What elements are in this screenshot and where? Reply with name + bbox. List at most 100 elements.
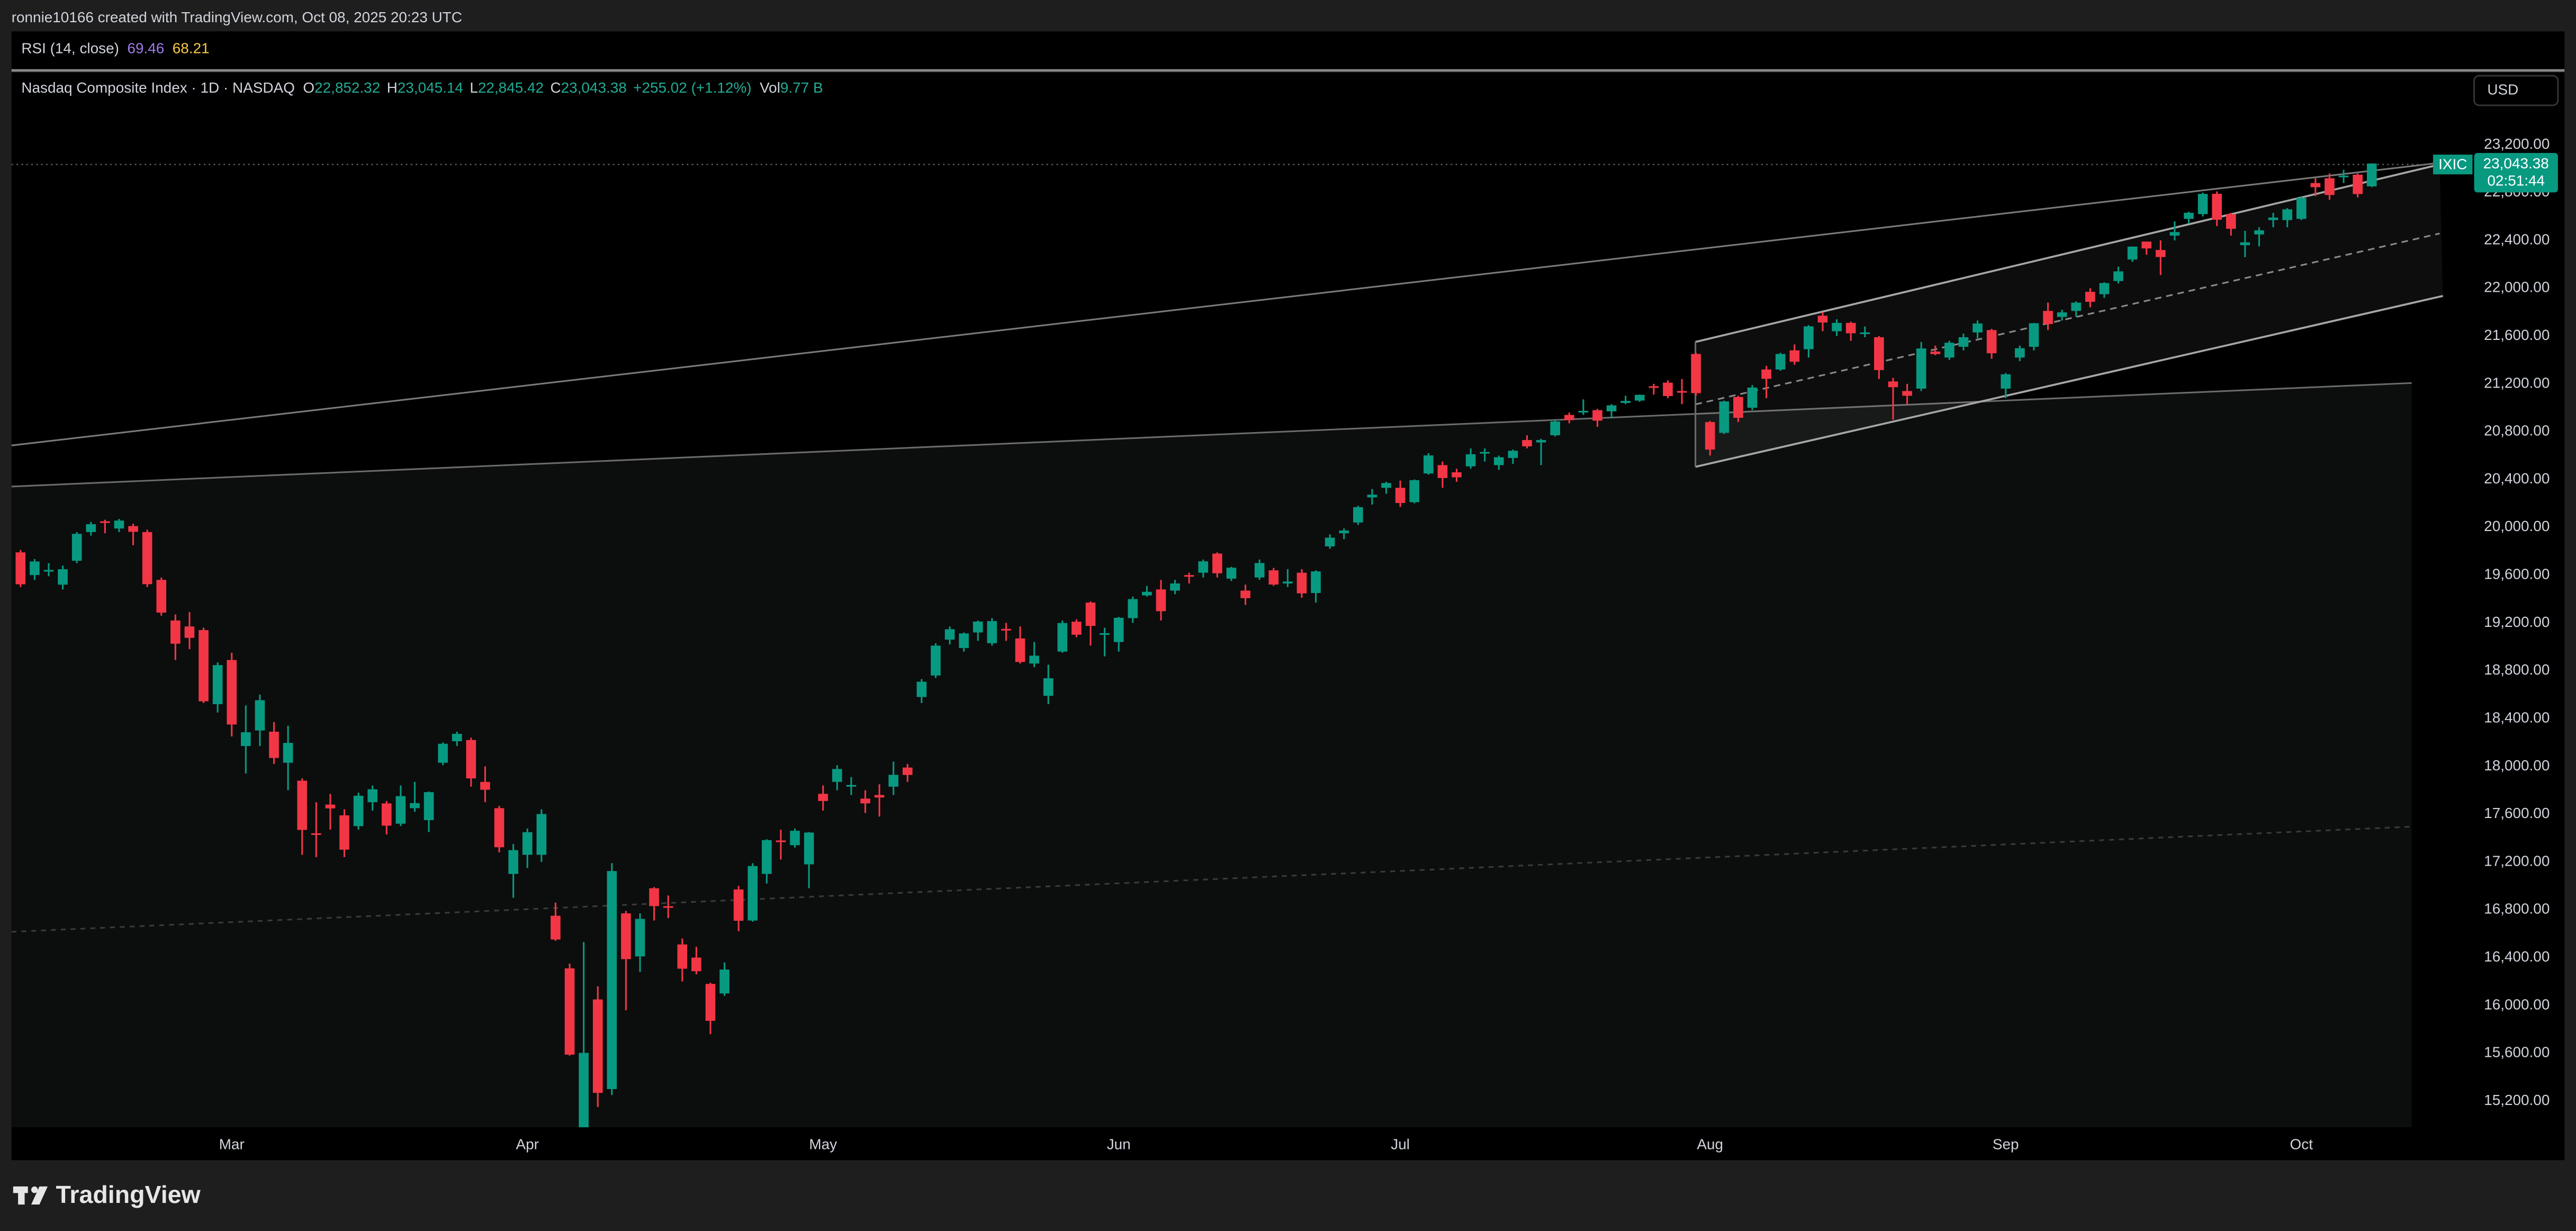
candle-body — [480, 781, 490, 790]
candle-body — [1944, 343, 1954, 358]
candle-body — [1592, 410, 1602, 421]
candle-body — [1817, 316, 1828, 323]
ohlc-key: C — [550, 79, 561, 96]
symbol-title: Nasdaq Composite Index · 1D · NASDAQ — [21, 79, 294, 96]
y-tick-label: 20,800.00 — [2484, 423, 2550, 439]
price-tag-price: 23,043.38 — [2483, 155, 2549, 172]
candle-body — [2085, 292, 2095, 302]
candle-body — [508, 850, 518, 874]
candle-body — [2155, 250, 2166, 257]
change: +255.02 (+1.12%) — [633, 79, 751, 96]
channel-lower — [1695, 295, 2444, 468]
candle-body — [1860, 332, 1870, 334]
candle-body — [58, 569, 68, 585]
candle-body — [1902, 391, 1912, 396]
candle-body — [1353, 507, 1363, 523]
trend-line-dashed — [11, 825, 2412, 933]
candle-body — [1550, 421, 1561, 436]
candle-body — [2296, 197, 2307, 219]
candle-body — [381, 803, 392, 826]
candle-body — [551, 915, 561, 940]
y-tick-label: 22,400.00 — [2484, 231, 2550, 247]
candle-body — [1733, 397, 1743, 418]
candle-body — [1958, 337, 1969, 347]
candle-body — [100, 521, 110, 523]
candle-body — [367, 789, 377, 803]
candle-body — [339, 815, 349, 850]
candle-body — [1705, 422, 1715, 450]
candle-body — [1254, 563, 1265, 578]
candle-body — [2071, 302, 2082, 311]
candle-body — [1339, 530, 1349, 534]
credit: ronnie10166 created with TradingView.com… — [12, 9, 462, 25]
candle-body — [1747, 387, 1758, 408]
volume-key: Vol — [760, 79, 780, 96]
candle-body — [536, 814, 547, 855]
candle-body — [1620, 401, 1631, 403]
candle-body — [1043, 678, 1053, 696]
y-tick-label: 15,200.00 — [2484, 1092, 2550, 1108]
candle-body — [325, 804, 336, 808]
candle-body — [776, 840, 786, 842]
y-tick-label: 21,600.00 — [2484, 327, 2550, 343]
candle-body — [227, 660, 237, 725]
candle-body — [564, 968, 575, 1055]
candle-body — [1564, 415, 1574, 420]
candle-body — [1296, 572, 1307, 594]
candle-body — [1972, 323, 1983, 333]
candle-body — [888, 775, 899, 787]
candle-body — [522, 832, 533, 855]
candle-body — [2226, 214, 2236, 229]
y-tick-label: 23,200.00 — [2484, 136, 2550, 152]
y-tick-label: 20,000.00 — [2484, 518, 2550, 534]
ohlc-key: L — [470, 79, 478, 96]
candle-body — [987, 621, 997, 643]
candle-body — [1226, 568, 1237, 579]
candle-body — [156, 580, 167, 613]
candle-body — [2001, 374, 2011, 389]
candle-body — [607, 871, 617, 1089]
trend-line — [11, 382, 2412, 488]
candle-body — [1606, 405, 1617, 411]
currency-box[interactable] — [2473, 75, 2559, 106]
long-trend-line — [11, 161, 2440, 446]
candle-body — [1198, 561, 1209, 573]
candle-body — [1677, 391, 1687, 393]
candle-body — [1804, 326, 1814, 349]
candle-body — [30, 561, 40, 576]
candle-body — [1832, 322, 1842, 331]
x-tick-label: Jul — [1391, 1136, 1410, 1153]
currency[interactable]: USD — [2487, 81, 2518, 97]
candle-body — [1325, 537, 1335, 546]
y-tick-label: 15,600.00 — [2484, 1044, 2550, 1061]
candle-body — [1268, 570, 1279, 585]
candle-body — [916, 681, 927, 697]
candle-body — [269, 731, 279, 758]
candle-body — [1775, 354, 1786, 370]
y-tick-label: 17,200.00 — [2484, 852, 2550, 869]
candle-body — [1184, 575, 1194, 577]
candle-body — [649, 888, 659, 906]
candle-body — [43, 570, 54, 572]
candle-body — [1170, 583, 1180, 591]
y-tick-label: 16,000.00 — [2484, 996, 2550, 1012]
candle-body — [494, 808, 505, 848]
ohlc-value: 22,852.32 — [314, 79, 380, 96]
ohlc-value: 22,845.42 — [478, 79, 544, 96]
x-tick-label: Sep — [1993, 1136, 2019, 1153]
candle-body — [579, 1053, 589, 1128]
y-tick-label: 18,000.00 — [2484, 757, 2550, 774]
candle-body — [1311, 571, 1321, 594]
y-tick-label: 16,800.00 — [2484, 901, 2550, 917]
candle-body — [71, 534, 82, 561]
price-tag — [2474, 152, 2558, 193]
candle-body — [142, 532, 152, 585]
candle-body — [311, 833, 321, 835]
candle-body — [1480, 452, 1490, 454]
ohlc-key: H — [387, 79, 398, 96]
candle-body — [2366, 163, 2377, 186]
candle-body — [931, 645, 941, 676]
candle-body — [1522, 440, 1532, 447]
ohlc-value: 23,045.14 — [398, 79, 463, 96]
